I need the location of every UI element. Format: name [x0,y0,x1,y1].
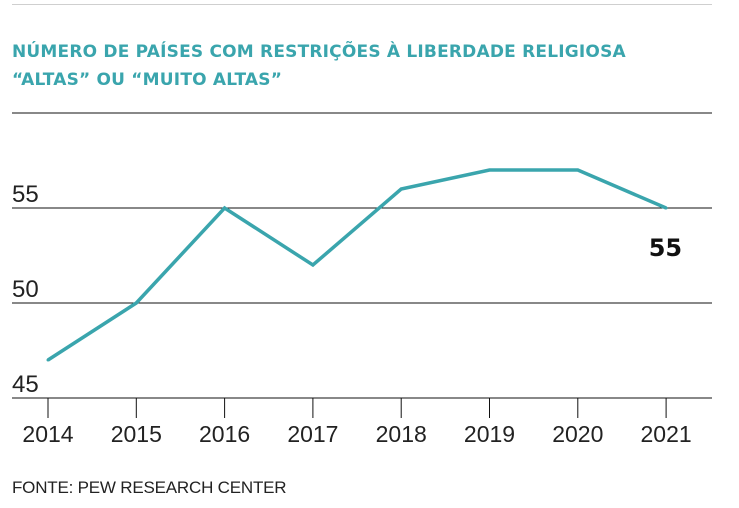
x-tick-label-2014: 2014 [22,421,73,447]
x-tick-label-2017: 2017 [287,421,338,447]
chart-title-line-2: “ALTAS” OU “MUITO ALTAS” [12,70,283,90]
data-point-2020 [576,168,580,172]
data-point-2019 [488,168,491,172]
data-point-2017 [311,263,315,267]
data-point-2021 [664,206,668,210]
x-tick-label-2016: 2016 [199,421,250,447]
chart-title-line-1: NÚMERO DE PAÍSES COM RESTRIÇÕES À LIBERD… [12,42,626,62]
top-rule [12,4,712,5]
data-point-2016 [223,206,227,210]
source-note: FONTE: PEW RESEARCH CENTER [12,478,287,497]
x-tick-label-2021: 2021 [641,421,692,447]
y-tick-label-45: 45 [12,371,39,398]
data-label-2021: 55 [649,234,682,262]
data-point-2015 [134,301,138,305]
x-tick-label-2015: 2015 [111,421,162,447]
data-point-2014 [46,358,50,362]
x-tick-label-2019: 2019 [464,421,515,447]
x-tick-label-2018: 2018 [376,421,427,447]
y-tick-label-55: 55 [12,181,39,208]
series-line [47,168,667,362]
x-tick-label-2020: 2020 [552,421,603,447]
data-point-2018 [399,187,403,191]
y-tick-label-50: 50 [12,276,39,303]
chart-title: NÚMERO DE PAÍSES COM RESTRIÇÕES À LIBERD… [12,38,712,94]
